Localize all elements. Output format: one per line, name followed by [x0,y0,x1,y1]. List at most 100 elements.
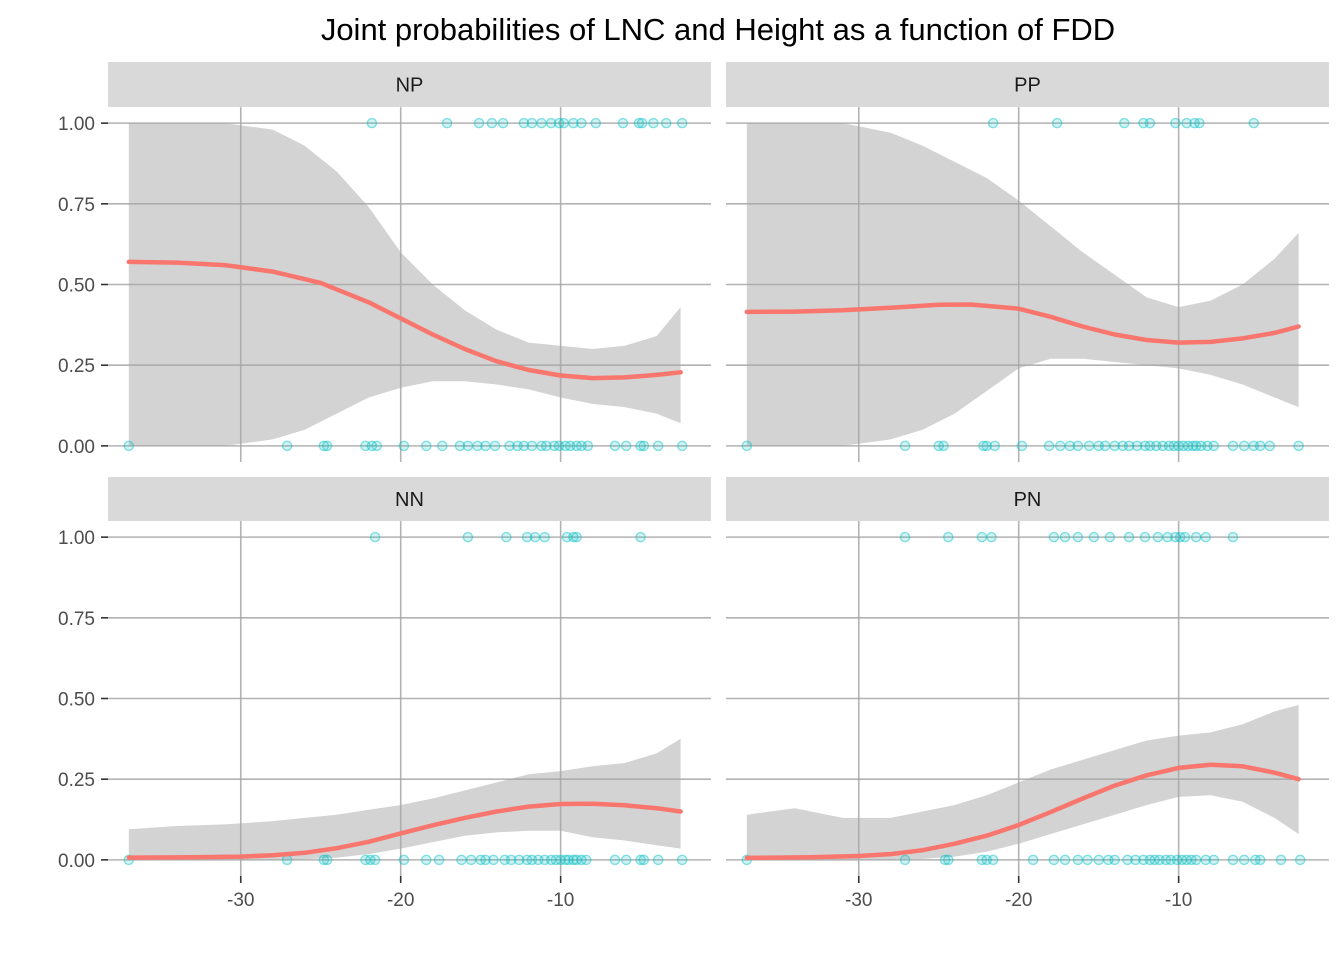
data-point-top-pp-2 [1119,117,1130,129]
fitted-line-pn [744,762,1301,861]
data-point-bottom-pp-21 [1151,440,1162,452]
strip-label-nn: NN [395,489,424,511]
data-point-bottom-pp-7 [1016,440,1028,452]
data-point-top-pn-10 [1139,531,1151,543]
data-point-bottom-nn-31 [609,854,621,866]
data-point-bottom-pp-0 [741,440,753,452]
panel-np: NP 0.00 0.25 0.50 0.75 1.00 [58,62,711,462]
data-point-bottom-pp-23 [1163,440,1175,452]
data-point-bottom-np-15 [504,440,515,452]
data-point-bottom-pp-38 [1293,440,1304,452]
y-tick-label-np-3: 0.75 [58,195,95,216]
x-tick-label-pn-0: -30 [845,890,872,911]
data-point-bottom-pn-22 [1165,854,1176,866]
data-point-bottom-nn-24 [555,854,566,866]
data-point-bottom-np-21 [549,440,560,452]
data-point-top-np-18 [660,117,672,129]
data-point-top-np-9 [553,117,565,129]
data-point-top-np-14 [617,117,629,129]
data-point-bottom-nn-22 [545,854,557,866]
data-point-bottom-np-10 [454,440,466,452]
data-point-top-np-4 [497,117,509,129]
x-tick-label-nn-1: -20 [387,890,414,911]
data-point-top-pp-8 [1194,117,1205,129]
data-point-bottom-np-33 [676,440,688,452]
data-point-bottom-pn-30 [1227,854,1239,866]
strip-np [108,62,711,107]
data-point-bottom-np-32 [652,440,664,452]
x-tick-label-nn-2: -10 [547,890,574,911]
data-point-top-pn-15 [1179,531,1191,543]
data-point-bottom-np-17 [518,440,530,452]
data-point-top-np-8 [545,117,557,129]
data-point-bottom-nn-19 [526,854,538,866]
data-point-bottom-pn-9 [1059,854,1071,866]
fitted-line-np [126,259,683,381]
x-tick-label-pn-1: -20 [1005,890,1032,911]
data-point-bottom-pn-21 [1160,854,1172,866]
data-point-bottom-np-0 [123,440,135,452]
data-point-bottom-pp-8 [1043,440,1055,452]
data-point-bottom-pn-4 [976,854,988,866]
data-point-bottom-np-19 [536,440,547,452]
data-point-bottom-pp-1 [899,440,911,452]
data-point-bottom-pn-33 [1254,854,1266,866]
data-point-bottom-nn-16 [505,854,517,866]
data-point-bottom-nn-36 [676,854,688,866]
data-point-bottom-nn-3 [321,854,333,866]
data-point-top-pn-18 [1227,531,1239,543]
data-point-bottom-np-5 [366,440,378,452]
data-point-top-pn-8 [1104,531,1116,543]
data-point-bottom-np-6 [371,440,383,452]
data-point-bottom-pn-7 [1027,854,1039,866]
data-point-bottom-pn-6 [987,854,999,866]
data-point-bottom-pp-34 [1238,440,1250,452]
data-point-bottom-pp-2 [933,440,945,452]
data-point-top-np-16 [636,117,648,129]
data-point-top-np-2 [473,117,485,129]
data-point-top-pp-7 [1189,117,1200,129]
data-point-bottom-pn-3 [943,854,954,866]
confidence-ribbon-nn [128,738,681,860]
data-point-bottom-pp-36 [1254,440,1266,452]
data-point-bottom-nn-33 [635,854,646,866]
data-point-top-pn-11 [1152,531,1164,543]
data-point-top-pn-16 [1190,531,1202,543]
y-tick-label-nn-3: 0.75 [58,609,95,630]
data-point-bottom-np-23 [560,440,571,452]
strip-nn [108,477,711,521]
y-tick-label-np-0: 0.00 [58,437,95,458]
data-point-top-pp-0 [987,117,999,129]
data-point-top-nn-9 [635,531,646,543]
data-point-top-pp-5 [1170,117,1181,129]
data-point-top-np-10 [558,117,570,129]
data-point-bottom-pn-23 [1171,854,1183,866]
data-point-top-pn-14 [1174,531,1186,543]
data-point-bottom-nn-4 [360,854,371,866]
data-point-bottom-pp-29 [1190,440,1202,452]
data-point-bottom-pp-35 [1248,440,1260,452]
panel-pp: PP [726,62,1329,462]
strip-label-np: NP [396,75,424,97]
data-point-bottom-pn-24 [1176,854,1188,866]
data-point-top-nn-2 [500,531,512,543]
data-point-bottom-np-4 [360,440,371,452]
data-point-bottom-nn-8 [420,854,432,866]
data-point-bottom-pp-22 [1157,440,1168,452]
data-point-bottom-pn-17 [1138,854,1149,866]
data-point-top-pp-9 [1248,117,1260,129]
data-point-bottom-nn-12 [475,854,487,866]
data-point-bottom-np-25 [571,440,582,452]
data-point-bottom-pp-33 [1227,440,1239,452]
data-point-bottom-nn-7 [398,854,410,866]
data-point-top-np-1 [441,117,453,129]
data-point-top-np-5 [518,117,530,129]
data-point-bottom-pn-18 [1144,854,1156,866]
data-point-bottom-nn-27 [568,854,579,866]
y-tick-label-nn-1: 0.25 [58,770,95,791]
data-point-bottom-np-13 [480,440,491,452]
data-point-top-pp-3 [1138,117,1149,129]
data-point-bottom-np-18 [526,440,538,452]
panels-layer: NP 0.00 0.25 0.50 0.75 1.00 PP NN 0.00 0.25 0.50 0.… [58,62,1329,911]
data-point-bottom-pp-11 [1072,440,1084,452]
